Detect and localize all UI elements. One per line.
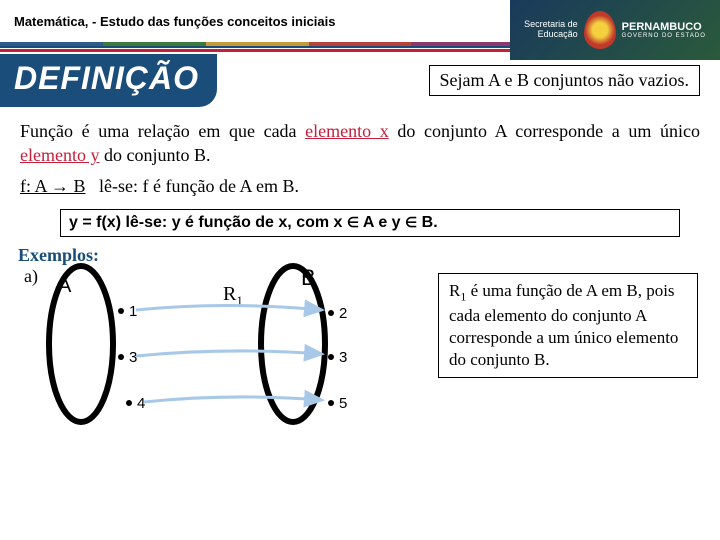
dot-icon [328,400,334,406]
element-of-icon: ∈ [347,214,359,230]
point-a1: 1 [118,303,137,320]
point-a3: 4 [126,395,145,412]
elemento-y: elemento y [20,145,99,165]
dot-icon [328,354,334,360]
oval-b [256,259,330,429]
logo-pernambuco: PERNAMBUCO GOVERNO DO ESTADO [622,21,706,40]
p1-mid: do conjunto A corresponde a um único [389,121,700,141]
p1-post: do conjunto B. [99,145,210,165]
f-a-b: f: A → B [20,176,86,196]
point-b2: 3 [328,349,347,366]
sejam-box: Sejam A e B conjuntos não vazios. [429,65,700,96]
logo-secretaria: Secretaria deEducação [524,20,578,40]
point-b1: 2 [328,305,347,322]
page-subject: Matemática, - Estudo das funções conceit… [0,14,335,29]
oval-a [44,259,118,429]
yfx-text: y = f(x) lê-se: y é função de x, com x [69,214,347,231]
yfx-box: y = f(x) lê-se: y é função de x, com x ∈… [60,209,680,237]
definition-banner: DEFINIÇÃO [0,54,217,107]
function-notation: f: A → B lê-se: f é função de A em B. [0,176,720,203]
point-a2: 3 [118,349,137,366]
f-a-b-read: lê-se: f é função de A em B. [99,176,299,196]
example-row: Exemplos: a) A B R1 1 3 4 2 3 5 R1 é uma… [0,243,720,451]
yfx-a: A e y [359,214,405,231]
dot-icon [118,354,124,360]
relation-label: R1 [223,283,243,309]
header: Matemática, - Estudo das funções conceit… [0,0,720,42]
point-b3: 5 [328,395,347,412]
dot-icon [126,400,132,406]
yfx-b: B. [417,214,437,231]
explanation-box: R1 é uma função de A em B, pois cada ele… [438,273,698,378]
gov-logos: Secretaria deEducação PERNAMBUCO GOVERNO… [510,0,720,60]
dot-icon [328,310,334,316]
example-left: Exemplos: a) A B R1 1 3 4 2 3 5 [18,245,438,451]
shield-icon [584,11,616,49]
p1-pre: Função é uma relação em que cada [20,121,305,141]
dot-icon [118,308,124,314]
definition-paragraph: Função é uma relação em que cada element… [0,107,720,176]
elemento-x: elemento x [305,121,389,141]
element-of-icon: ∈ [405,214,417,230]
function-diagram: A B R1 1 3 4 2 3 5 [18,251,438,451]
definition-row: DEFINIÇÃO Sejam A e B conjuntos não vazi… [0,54,720,107]
